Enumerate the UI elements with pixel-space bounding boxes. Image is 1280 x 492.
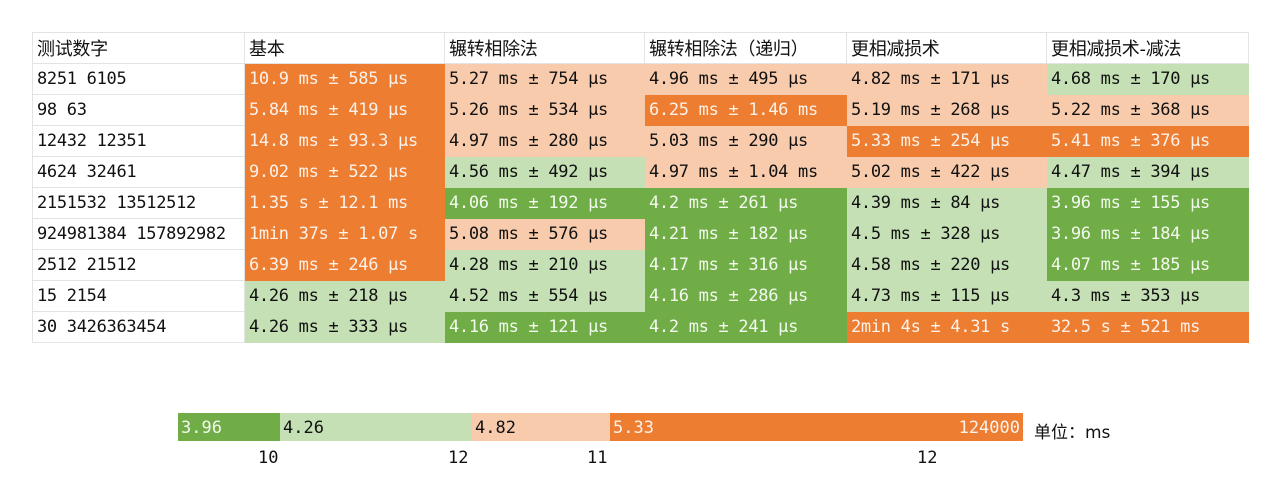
input-cell: 2512 21512 xyxy=(32,249,245,281)
table-row: 12432 12351 14.8 ms ± 93.3 μs 4.97 ms ± 28… xyxy=(32,125,1249,157)
timing-cell: 4.39 ms ± 84 μs xyxy=(846,187,1047,219)
legend-segment: 5.33 124000 xyxy=(610,413,1023,441)
legend-segment: 4.82 xyxy=(472,413,610,441)
timing-cell: 4.28 ms ± 210 μs xyxy=(444,249,645,281)
timing-cell: 6.39 ms ± 246 μs xyxy=(244,249,445,281)
timing-cell: 4.97 ms ± 1.04 ms xyxy=(644,156,847,188)
table-row: 15 2154 4.26 ms ± 218 μs 4.52 ms ± 554 μs 4… xyxy=(32,280,1249,312)
timing-cell: 1.35 s ± 12.1 ms xyxy=(244,187,445,219)
header-euclid-recursive: 辗转相除法（递归） xyxy=(644,32,847,64)
input-cell: 8251 6105 xyxy=(32,63,245,95)
timing-cell: 4.56 ms ± 492 μs xyxy=(444,156,645,188)
timing-cell: 5.84 ms ± 419 μs xyxy=(244,94,445,126)
timing-cell: 4.97 ms ± 280 μs xyxy=(444,125,645,157)
table-row: 8251 6105 10.9 ms ± 585 μs 5.27 ms ± 754 μ… xyxy=(32,63,1249,95)
table-row: 98 63 5.84 ms ± 419 μs 5.26 ms ± 534 μs 6.2… xyxy=(32,94,1249,126)
timing-cell: 5.41 ms ± 376 μs xyxy=(1046,125,1249,157)
legend-low-value: 3.96 xyxy=(181,418,222,438)
timing-cell: 4.06 ms ± 192 μs xyxy=(444,187,645,219)
timing-cell: 5.33 ms ± 254 μs xyxy=(846,125,1047,157)
input-cell: 4624 32461 xyxy=(32,156,245,188)
table-row: 4624 32461 9.02 ms ± 522 μs 4.56 ms ± 492 … xyxy=(32,156,1249,188)
table-row: 2151532 13512512 1.35 s ± 12.1 ms 4.06 ms … xyxy=(32,187,1249,219)
table-row: 2512 21512 6.39 ms ± 246 μs 4.28 ms ± 210 … xyxy=(32,249,1249,281)
header-euclid: 辗转相除法 xyxy=(444,32,645,64)
timing-cell: 6.25 ms ± 1.46 ms xyxy=(644,94,847,126)
timing-cell: 4.82 ms ± 171 μs xyxy=(846,63,1047,95)
header-basic: 基本 xyxy=(244,32,445,64)
timing-cell: 4.26 ms ± 333 μs xyxy=(244,311,445,343)
input-cell: 924981384 157892982 xyxy=(32,218,245,250)
timing-cell: 4.58 ms ± 220 μs xyxy=(846,249,1047,281)
legend-count: 10 xyxy=(258,448,279,468)
timing-cell: 4.2 ms ± 241 μs xyxy=(644,311,847,343)
legend-segment: 4.26 xyxy=(280,413,472,441)
timing-cell: 4.3 ms ± 353 μs xyxy=(1046,280,1249,312)
legend-low-value: 5.33 xyxy=(613,418,654,438)
timing-cell: 32.5 s ± 521 ms xyxy=(1046,311,1249,343)
input-cell: 98 63 xyxy=(32,94,245,126)
input-cell: 12432 12351 xyxy=(32,125,245,157)
header-row: 测试数字 基本 辗转相除法 辗转相除法（递归） 更相减损术 更相减损术-减法 xyxy=(32,32,1249,64)
table-row: 30 3426363454 4.26 ms ± 333 μs 4.16 ms ± 1… xyxy=(32,311,1249,343)
timing-cell: 4.5 ms ± 328 μs xyxy=(846,218,1047,250)
timing-cell: 2min 4s ± 4.31 s xyxy=(846,311,1047,343)
timing-cell: 4.21 ms ± 182 μs xyxy=(644,218,847,250)
timing-cell: 5.08 ms ± 576 μs xyxy=(444,218,645,250)
legend-low-value: 4.26 xyxy=(283,418,324,438)
timing-cell: 5.22 ms ± 368 μs xyxy=(1046,94,1249,126)
timing-cell: 9.02 ms ± 522 μs xyxy=(244,156,445,188)
timing-cell: 3.96 ms ± 155 μs xyxy=(1046,187,1249,219)
legend-count: 11 xyxy=(587,448,608,468)
input-cell: 15 2154 xyxy=(32,280,245,312)
header-input: 测试数字 xyxy=(32,32,245,64)
timing-cell: 4.52 ms ± 554 μs xyxy=(444,280,645,312)
legend-segment: 3.96 xyxy=(178,413,280,441)
timing-cell: 4.73 ms ± 115 μs xyxy=(846,280,1047,312)
header-subtraction-minus: 更相减损术-减法 xyxy=(1046,32,1249,64)
timing-cell: 4.68 ms ± 170 μs xyxy=(1046,63,1249,95)
timing-cell: 5.26 ms ± 534 μs xyxy=(444,94,645,126)
timing-cell: 5.03 ms ± 290 μs xyxy=(644,125,847,157)
timing-cell: 4.16 ms ± 121 μs xyxy=(444,311,645,343)
input-cell: 30 3426363454 xyxy=(32,311,245,343)
legend-count: 12 xyxy=(448,448,469,468)
timing-cell: 4.96 ms ± 495 μs xyxy=(644,63,847,95)
unit-label: 单位：ms xyxy=(1034,423,1111,443)
legend-low-value: 4.82 xyxy=(475,418,516,438)
legend-count: 12 xyxy=(917,448,938,468)
timing-cell: 4.2 ms ± 261 μs xyxy=(644,187,847,219)
timing-cell: 14.8 ms ± 93.3 μs xyxy=(244,125,445,157)
timing-cell: 4.17 ms ± 316 μs xyxy=(644,249,847,281)
timing-cell: 1min 37s ± 1.07 s xyxy=(244,218,445,250)
legend-high-value: 124000 xyxy=(958,418,1020,438)
timing-cell: 10.9 ms ± 585 μs xyxy=(244,63,445,95)
timing-cell: 4.07 ms ± 185 μs xyxy=(1046,249,1249,281)
input-cell: 2151532 13512512 xyxy=(32,187,245,219)
timing-cell: 4.16 ms ± 286 μs xyxy=(644,280,847,312)
timing-cell: 3.96 ms ± 184 μs xyxy=(1046,218,1249,250)
timing-cell: 4.26 ms ± 218 μs xyxy=(244,280,445,312)
color-scale-legend: 3.96 4.26 4.82 5.33 124000 xyxy=(178,413,1023,441)
table-row: 924981384 157892982 1min 37s ± 1.07 s 5.08… xyxy=(32,218,1249,250)
timing-cell: 4.47 ms ± 394 μs xyxy=(1046,156,1249,188)
timing-cell: 5.27 ms ± 754 μs xyxy=(444,63,645,95)
timing-cell: 5.02 ms ± 422 μs xyxy=(846,156,1047,188)
timing-cell: 5.19 ms ± 268 μs xyxy=(846,94,1047,126)
header-subtraction: 更相减损术 xyxy=(846,32,1047,64)
benchmark-table: 测试数字 基本 辗转相除法 辗转相除法（递归） 更相减损术 更相减损术-减法 8… xyxy=(32,32,1249,343)
